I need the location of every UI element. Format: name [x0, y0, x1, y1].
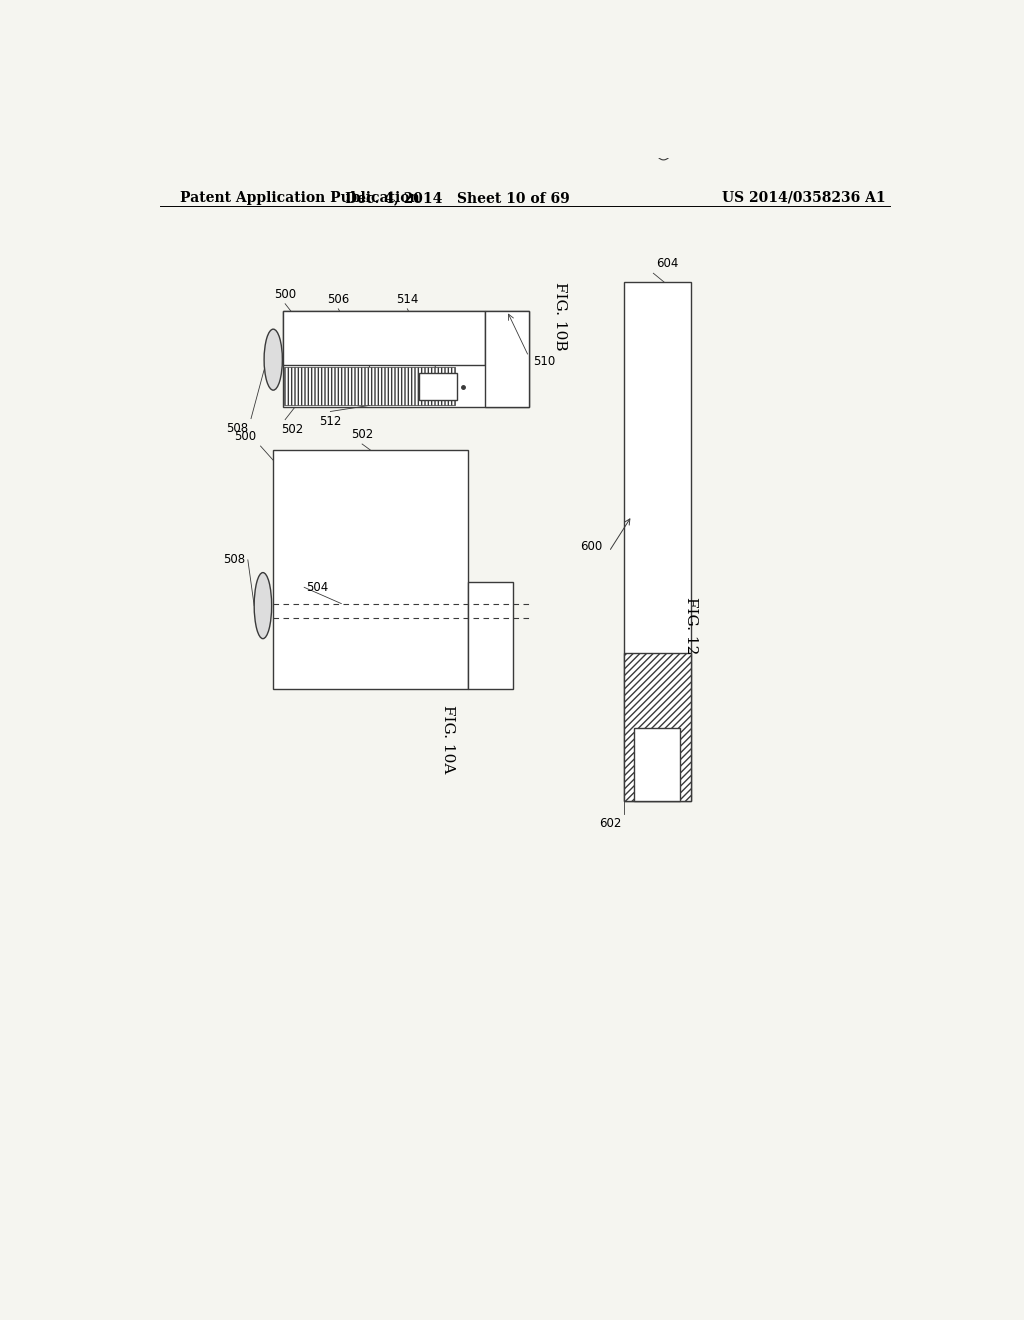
Text: FIG. 10A: FIG. 10A — [441, 705, 456, 774]
Text: 604: 604 — [655, 257, 678, 271]
Bar — [283, 312, 528, 408]
Text: 500: 500 — [274, 288, 296, 301]
Text: 502: 502 — [282, 422, 303, 436]
Bar — [485, 312, 528, 408]
Bar — [624, 653, 691, 801]
Text: 600: 600 — [581, 540, 602, 553]
Text: 502: 502 — [351, 428, 373, 441]
Text: 510: 510 — [532, 355, 555, 368]
Text: 504: 504 — [306, 581, 329, 594]
Ellipse shape — [264, 329, 283, 391]
Bar — [468, 582, 513, 689]
Text: 500: 500 — [234, 430, 257, 444]
Text: 602: 602 — [599, 817, 622, 830]
Text: 508: 508 — [223, 553, 246, 566]
Text: US 2014/0358236 A1: US 2014/0358236 A1 — [722, 191, 886, 205]
Bar — [624, 282, 691, 801]
Text: FIG. 10B: FIG. 10B — [553, 281, 566, 350]
Bar — [283, 310, 485, 364]
Ellipse shape — [254, 573, 271, 639]
Bar — [634, 727, 680, 801]
Bar — [273, 450, 468, 689]
Text: FIG. 12: FIG. 12 — [684, 597, 697, 655]
Text: 506: 506 — [328, 293, 349, 306]
Text: Patent Application Publication: Patent Application Publication — [179, 191, 419, 205]
Bar — [285, 367, 455, 405]
Text: Dec. 4, 2014   Sheet 10 of 69: Dec. 4, 2014 Sheet 10 of 69 — [345, 191, 569, 205]
Bar — [419, 372, 458, 400]
Text: 508: 508 — [226, 421, 249, 434]
Text: 512: 512 — [319, 414, 342, 428]
Text: 514: 514 — [396, 293, 419, 306]
